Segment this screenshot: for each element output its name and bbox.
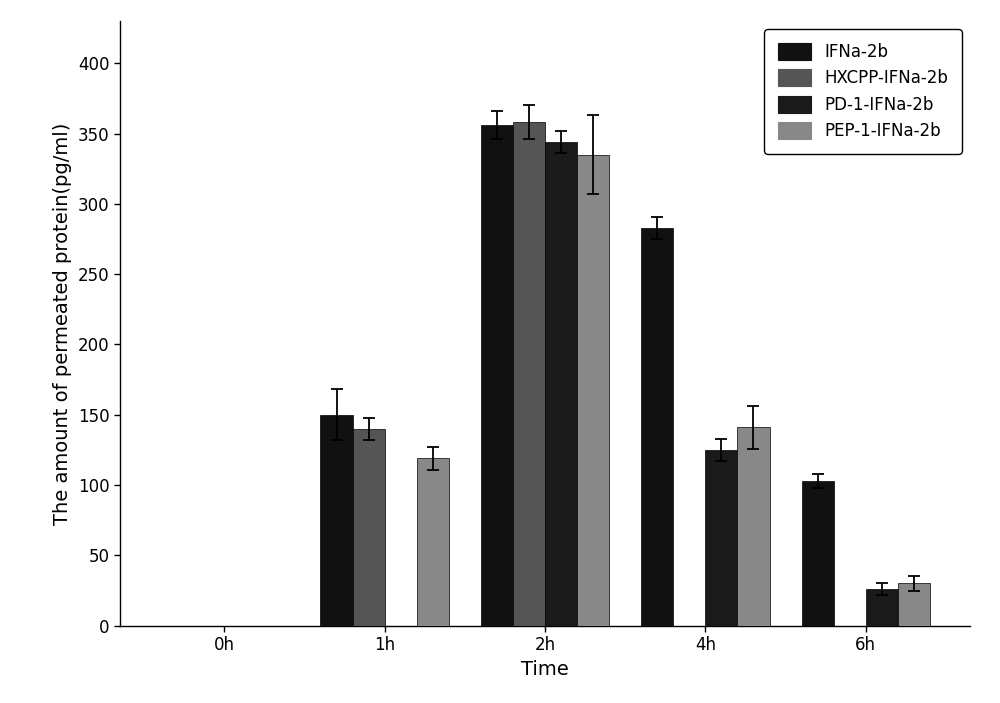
Bar <box>513 122 545 626</box>
Bar <box>417 458 449 626</box>
Bar <box>866 589 898 626</box>
Bar <box>577 155 609 626</box>
X-axis label: Time: Time <box>521 659 569 678</box>
Bar <box>320 415 353 626</box>
Bar <box>481 125 513 626</box>
Legend: IFNa-2b, HXCPP-IFNa-2b, PD-1-IFNa-2b, PEP-1-IFNa-2b: IFNa-2b, HXCPP-IFNa-2b, PD-1-IFNa-2b, PE… <box>764 30 962 154</box>
Bar <box>353 429 385 626</box>
Bar <box>802 481 834 626</box>
Bar <box>737 427 770 626</box>
Y-axis label: The amount of permeated protein(pg/ml): The amount of permeated protein(pg/ml) <box>53 122 72 524</box>
Bar <box>898 583 930 626</box>
Bar <box>705 450 737 626</box>
Bar <box>545 142 577 626</box>
Bar <box>641 228 673 626</box>
